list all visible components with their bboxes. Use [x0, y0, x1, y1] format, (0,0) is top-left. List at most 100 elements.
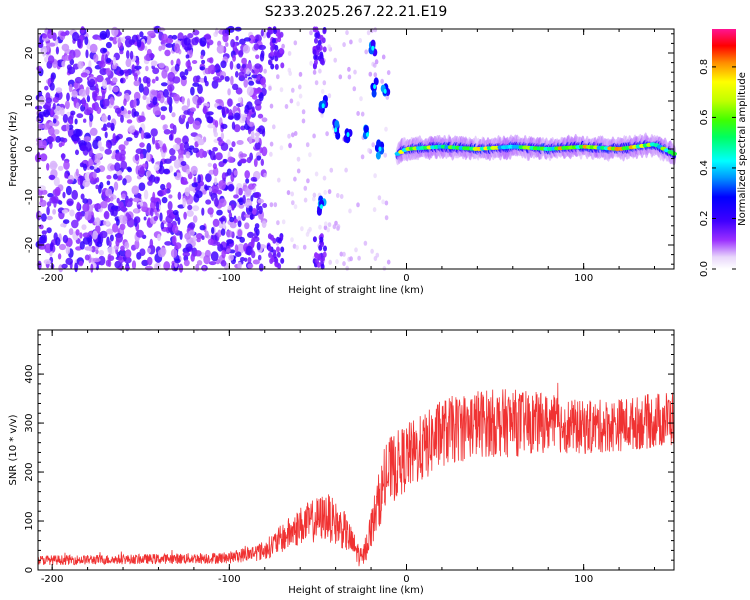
spectrogram-cell	[72, 31, 80, 42]
spectrogram-cell	[133, 131, 139, 139]
spectrogram-cell	[149, 238, 154, 249]
spectrogram-cell	[183, 259, 190, 267]
spectrogram-cell	[201, 235, 205, 240]
spectrogram-cell	[51, 195, 59, 204]
spectrogram-cell	[148, 103, 156, 108]
spectrogram-cell	[185, 243, 193, 252]
spectrogram-cell	[329, 167, 334, 173]
spectrogram-cell	[202, 105, 207, 115]
spectrogram-cell	[268, 26, 273, 33]
spectrogram-cell	[300, 226, 304, 232]
snr-xlabel: Height of straight line (km)	[288, 585, 424, 596]
spectrogram-cell	[222, 33, 229, 43]
spectrogram-cell	[229, 147, 234, 152]
spectrogram-cell	[181, 105, 189, 112]
spectrogram-cell	[37, 123, 44, 130]
spectrogram-cell	[95, 83, 99, 92]
spectrogram-cell	[76, 113, 84, 119]
spectrogram-cell	[194, 250, 202, 257]
spectrogram-cell	[137, 204, 141, 209]
spectrogram-cell	[37, 243, 46, 250]
spectrogram-cell	[107, 114, 111, 121]
spectrogram-cell	[184, 141, 189, 151]
spectrogram-cell	[303, 197, 308, 203]
spectrogram-blob	[376, 139, 382, 148]
spectrogram-cell	[366, 30, 371, 36]
spectrogram-cell	[118, 249, 127, 257]
spectrogram-cell	[74, 76, 83, 84]
spectrogram-cell	[251, 94, 258, 100]
spectrogram-cell	[145, 65, 149, 72]
spectrogram-cell	[277, 36, 282, 43]
spectrogram-cell	[364, 49, 369, 55]
spectrogram-cell	[248, 183, 255, 190]
spectrogram-cell	[65, 30, 70, 36]
spectrogram-cell	[196, 233, 203, 240]
spectrogram-cell	[127, 110, 132, 115]
spectrogram-cell	[186, 199, 191, 205]
spectrogram-cell	[112, 223, 119, 233]
spectrogram-cell	[123, 98, 127, 106]
spectrogram-cell	[166, 95, 171, 105]
spectrogram-cell	[254, 87, 262, 94]
spectrogram-cell	[207, 123, 215, 129]
spectrogram-cell	[113, 173, 118, 180]
spectrogram-cell	[82, 232, 90, 238]
spectrogram-cell	[181, 75, 187, 81]
spectrogram-cell	[122, 178, 127, 186]
spectrogram-cell	[338, 74, 343, 80]
spectrogram-cell	[123, 140, 129, 146]
spectrogram-cell	[58, 142, 63, 148]
spectrogram-cell	[163, 124, 168, 130]
spectrogram-cell	[53, 129, 60, 135]
spectrogram-cell	[237, 220, 242, 228]
spectrogram-cell	[62, 113, 68, 123]
spectrogram-cell	[192, 75, 200, 84]
spectrogram-cell	[92, 139, 100, 150]
spectrogram-cell	[109, 234, 114, 242]
spectrogram-cell	[385, 94, 390, 100]
spectrogram-cell	[218, 180, 227, 190]
spectrogram-cell	[114, 107, 122, 114]
spectrogram-cell	[192, 147, 200, 153]
spectrogram-cell	[111, 26, 119, 37]
spectrogram-cell	[36, 65, 42, 72]
spectrogram-cell	[76, 201, 81, 210]
spectrogram-blob	[371, 89, 377, 98]
spectrogram-cell	[52, 118, 57, 124]
spectrogram-cell	[213, 131, 218, 138]
spectrogram-cell	[139, 166, 145, 175]
spectrogram-cell	[360, 154, 365, 160]
spectrogram-cell	[232, 54, 237, 62]
spectrogram-cell	[95, 135, 102, 142]
spectrogram-cell	[131, 260, 137, 270]
spectrogram-cell	[377, 195, 382, 201]
spectrogram-cell	[123, 69, 130, 74]
spectrogram-cell	[243, 79, 248, 88]
snr-axes: -200 -100 0 100 0 100 200 300 400	[24, 330, 674, 585]
spectrogram-cell	[371, 142, 376, 148]
spectrogram-cell	[318, 68, 322, 74]
spectrogram-cell	[46, 215, 53, 221]
spectrogram-cell	[384, 200, 389, 206]
spectrogram-cell	[38, 96, 46, 105]
spectrogram-cell	[207, 238, 214, 246]
spectrogram-cell	[49, 160, 58, 171]
spectrogram-cell	[42, 33, 47, 39]
spectrogram-cell	[298, 71, 303, 77]
spectrogram-cell	[54, 105, 62, 116]
spectrogram-cell	[152, 96, 158, 106]
spectrogram-cell	[123, 113, 131, 119]
spectrogram-cell	[224, 76, 230, 82]
spectrogram-cell	[96, 74, 104, 83]
spectrogram-cell	[260, 29, 264, 37]
spectrogram-cell	[49, 242, 54, 252]
spectrogram-cell	[163, 261, 171, 271]
spectrogram-cell	[143, 216, 147, 221]
spectrogram-cell	[173, 159, 181, 169]
colorbar-ticks: 0.0 0.2 0.4 0.6 0.8	[699, 59, 736, 277]
spectrogram-cell	[336, 224, 341, 230]
spectrogram-cell	[291, 132, 295, 138]
spectrogram-cell	[208, 187, 212, 193]
spectrogram-blob	[378, 146, 382, 152]
